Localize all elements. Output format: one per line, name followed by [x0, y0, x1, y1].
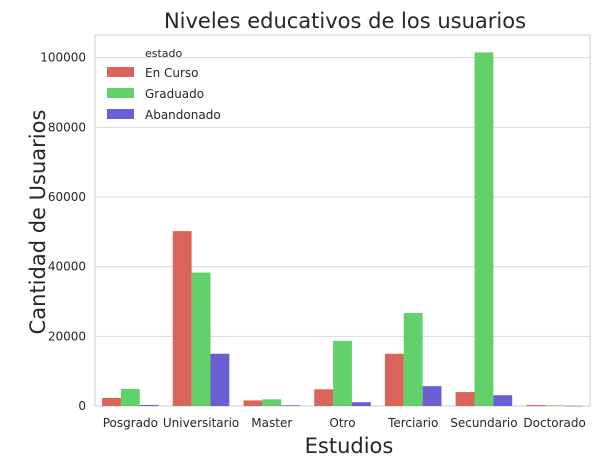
- y-tick-labels: 0 20000 40000 60000 80000 100000: [40, 51, 86, 413]
- y-tick-label: 100000: [40, 51, 86, 65]
- legend-title: estado: [145, 47, 183, 60]
- y-tick-label: 20000: [48, 329, 86, 343]
- legend-swatch: [107, 109, 134, 119]
- bar-posgrado-abandonado: [139, 404, 159, 406]
- y-tick-label: 40000: [48, 260, 86, 274]
- bar-doctorado-graduado: [545, 405, 565, 406]
- y-tick-label: 0: [78, 399, 86, 413]
- bar-posgrado-graduado: [120, 388, 140, 406]
- legend: estado En Curso Graduado Abandonado: [107, 47, 221, 122]
- legend-swatch: [107, 88, 134, 98]
- bar-secundario-abandonado: [493, 395, 513, 406]
- bar-secundario-en-curso: [455, 392, 475, 406]
- bar-universitario-abandonado: [210, 353, 230, 406]
- bar-master-en-curso: [243, 400, 263, 406]
- bar-universitario-graduado: [191, 272, 211, 406]
- y-axis-label: Cantidad de Usuarios: [26, 110, 50, 335]
- x-tick-label: Otro: [329, 416, 355, 430]
- x-tick-label: Master: [251, 416, 292, 430]
- bar-otro-graduado: [333, 340, 352, 406]
- bar-master-abandonado: [281, 405, 301, 406]
- legend-label: Abandonado: [145, 108, 221, 122]
- bar-doctorado-en-curso: [526, 404, 546, 406]
- bar-terciario-graduado: [403, 312, 423, 406]
- bar-otro-en-curso: [314, 389, 334, 406]
- bar-master-graduado: [262, 399, 282, 406]
- bar-otro-abandonado: [351, 402, 371, 406]
- legend-label: Graduado: [145, 87, 204, 101]
- x-tick-label: Terciario: [387, 416, 438, 430]
- bar-secundario-graduado: [474, 52, 494, 406]
- x-tick-labels: Posgrado Universitario Master Otro Terciario…: [103, 416, 586, 430]
- legend-label: En Curso: [145, 66, 199, 80]
- bar-terciario-en-curso: [384, 353, 404, 406]
- bar-terciario-abandonado: [422, 386, 442, 406]
- bar-doctorado-abandonado: [564, 405, 583, 407]
- bars: [102, 52, 583, 407]
- x-tick-label: Universitario: [163, 416, 239, 430]
- x-tick-label: Secundario: [450, 416, 517, 430]
- chart-title: Niveles educativos de los usuarios: [164, 9, 526, 33]
- bar-universitario-en-curso: [172, 231, 192, 406]
- x-tick-label: Posgrado: [103, 416, 158, 430]
- x-axis-label: Estudios: [305, 434, 394, 458]
- bar-posgrado-en-curso: [102, 397, 121, 406]
- legend-swatch: [107, 67, 134, 77]
- y-tick-label: 60000: [48, 190, 86, 204]
- y-tick-label: 80000: [48, 120, 86, 134]
- x-tick-label: Doctorado: [523, 416, 585, 430]
